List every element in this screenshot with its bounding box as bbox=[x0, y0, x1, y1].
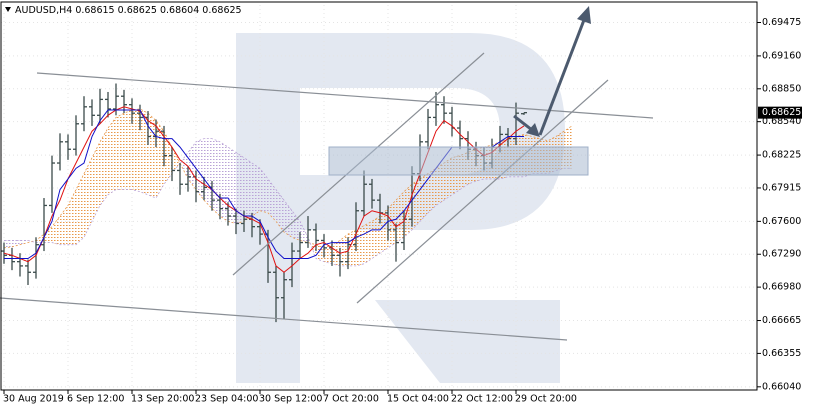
bars bbox=[1, 83, 527, 323]
y-tick-label: 0.67915 bbox=[762, 182, 801, 193]
header-low: 0.68604 bbox=[160, 5, 199, 16]
x-tick-label: 29 Oct 20:00 bbox=[515, 394, 577, 405]
cloud-segment bbox=[388, 200, 396, 248]
cloud-segment bbox=[396, 191, 404, 243]
y-tick-label: 0.69475 bbox=[762, 17, 801, 28]
header-marker bbox=[5, 7, 11, 12]
y-tick-label: 0.66355 bbox=[762, 348, 801, 359]
y-tick-label: 0.66040 bbox=[762, 381, 801, 392]
cloud-segment bbox=[292, 210, 300, 241]
cloud-segment bbox=[52, 216, 60, 245]
cloud-segment bbox=[124, 110, 132, 190]
cloud-segment bbox=[140, 108, 148, 195]
y-tick-label: 0.67600 bbox=[762, 216, 801, 227]
symbol: AUDUSD,H4 bbox=[15, 5, 72, 16]
cloud-segment bbox=[12, 240, 20, 247]
cloud-segment bbox=[20, 240, 28, 245]
rising-channel-lower bbox=[356, 79, 609, 304]
cloud-segment bbox=[324, 244, 332, 264]
watermark-bowl bbox=[300, 33, 565, 230]
cloud-segment bbox=[372, 216, 380, 259]
forecast-arrows bbox=[513, 6, 591, 137]
x-tick-label: 7 Oct 20:00 bbox=[323, 394, 379, 405]
cloud-segment bbox=[276, 189, 284, 232]
cloud-segment bbox=[300, 221, 308, 243]
cloud-segment bbox=[132, 108, 140, 192]
cloud-segment bbox=[364, 221, 372, 264]
cloud-segment bbox=[332, 240, 340, 266]
price-label: 0.68625 bbox=[762, 107, 801, 118]
header-high: 0.68625 bbox=[118, 5, 157, 16]
cloud-segment bbox=[196, 138, 204, 201]
x-tick-label: 30 Sep 12:00 bbox=[259, 394, 322, 405]
channel-lower bbox=[0, 297, 568, 341]
tenkan-line bbox=[3, 106, 525, 273]
cloud-segment bbox=[172, 147, 180, 174]
arrow-down-shaft bbox=[513, 114, 533, 132]
x-tick-label: 22 Oct 12:00 bbox=[451, 394, 513, 405]
arrow-up-shaft bbox=[538, 19, 586, 136]
x-tick-label: 23 Sep 04:00 bbox=[195, 394, 258, 405]
y-tick-label: 0.66980 bbox=[762, 282, 801, 293]
cloud-segment bbox=[212, 138, 220, 217]
price-label-box bbox=[758, 106, 802, 119]
header-close: 0.68625 bbox=[202, 5, 241, 16]
cloud-segment bbox=[252, 163, 260, 217]
axes: 0.69475 0.69160 0.68850 0.68540 0.68225 0.679… bbox=[3, 17, 802, 405]
cloud-segment bbox=[204, 138, 212, 209]
cloud-segment bbox=[412, 178, 420, 230]
cloud-segment bbox=[420, 173, 428, 222]
arrow-down-head bbox=[526, 123, 540, 137]
cloud-segment bbox=[100, 128, 108, 206]
cloud-segment bbox=[116, 113, 124, 190]
cloud-segment bbox=[76, 173, 84, 245]
cloud-segment bbox=[92, 141, 100, 222]
cloud-segment bbox=[356, 225, 364, 266]
header: AUDUSD,H4 0.68615 0.68625 0.68604 0.6862… bbox=[15, 5, 242, 16]
cloud-segment bbox=[404, 184, 412, 238]
cloud-segment bbox=[220, 141, 228, 222]
header-open: 0.68615 bbox=[75, 5, 114, 16]
cloud-segment bbox=[84, 157, 92, 238]
cloud-segment bbox=[60, 205, 68, 245]
cloud-segment bbox=[428, 168, 436, 213]
x-tick-label: 13 Sep 20:00 bbox=[131, 394, 194, 405]
cloud-segment bbox=[268, 178, 276, 222]
cloud-segment bbox=[340, 234, 348, 266]
arrow-up-head bbox=[577, 6, 591, 24]
cloud-segment bbox=[228, 147, 236, 224]
watermark-leg bbox=[375, 300, 560, 383]
x-tick-label: 6 Sep 12:00 bbox=[67, 394, 124, 405]
x-tick-label: 30 Aug 2019 bbox=[3, 394, 64, 405]
cloud-segment bbox=[148, 113, 156, 199]
cloud-segment bbox=[4, 240, 12, 248]
x-tick-label: 15 Oct 04:00 bbox=[387, 394, 449, 405]
plot-frame bbox=[0, 1, 758, 391]
y-tick-label: 0.68225 bbox=[762, 150, 801, 161]
cloud-segment bbox=[316, 244, 324, 262]
cloud-segment bbox=[108, 117, 116, 195]
cloud-segment bbox=[68, 189, 76, 245]
cloud-segment bbox=[188, 141, 196, 190]
y-tick-label: 0.68850 bbox=[762, 83, 801, 94]
cloud-segment bbox=[44, 226, 52, 243]
y-tick-label: 0.67290 bbox=[762, 249, 801, 260]
y-tick-label: 0.66665 bbox=[762, 315, 801, 326]
cloud-segment bbox=[244, 157, 252, 222]
cloud-segment bbox=[156, 120, 164, 199]
cloud-segment bbox=[180, 152, 188, 179]
cloud-edge bbox=[4, 138, 572, 267]
support-zone bbox=[328, 146, 589, 176]
y-tick-label: 0.68540 bbox=[762, 116, 801, 127]
cloud-segment bbox=[260, 168, 268, 213]
cloud-segment bbox=[236, 152, 244, 224]
cloud-segment bbox=[380, 208, 388, 254]
y-tick-label: 0.69160 bbox=[762, 50, 801, 61]
